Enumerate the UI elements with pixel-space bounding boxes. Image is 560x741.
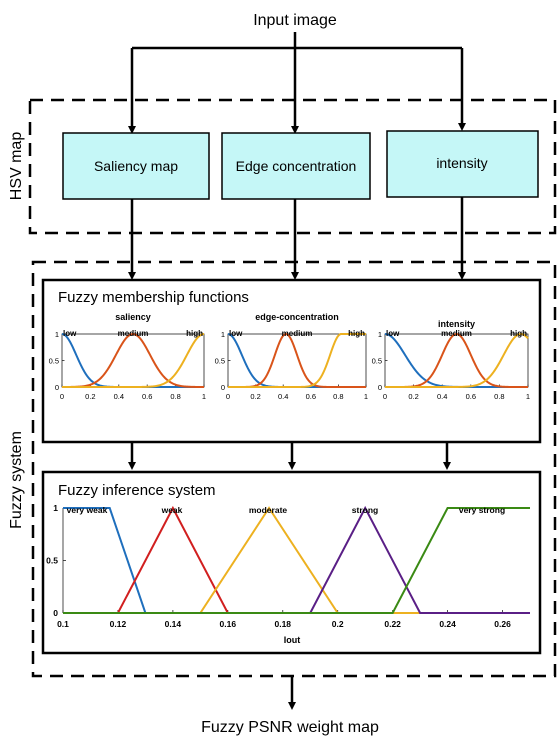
intensity-membership-chart: intensity 0 0.2 0.4 0.6 0.8 1 0 0.5 1 low medium hig…	[372, 319, 531, 401]
chart-3-x-tick-label: 0.16	[220, 619, 237, 629]
chart-3-y-tick-label: 0	[53, 608, 58, 618]
chart-3-x-tick-label: 0.22	[384, 619, 401, 629]
chart-1-x-tick-label: 1	[364, 392, 368, 401]
chart-3-series-very-weak-label: very weak	[67, 505, 108, 515]
chart-3-series-moderate-label: moderate	[249, 505, 288, 515]
chart-1-y-tick-label: 0	[221, 383, 225, 392]
chart-3-x-tick-label: 0.24	[439, 619, 456, 629]
hsv-map-label: HSV map	[8, 132, 25, 201]
chart-1-axes-box	[227, 333, 367, 388]
chart-3-x-tick-label: 0.12	[110, 619, 127, 629]
chart-0-series-high-label: high	[186, 329, 203, 338]
chart-1-x-tick-label: 0.2	[250, 392, 260, 401]
output-label: Fuzzy PSNR weight map	[201, 719, 379, 736]
chart-2-series-high-line	[385, 332, 529, 388]
chart-0-x-tick-label: 1	[202, 392, 206, 401]
input-image-label: Input image	[253, 12, 337, 29]
chart-3-x-tick-label: 0.1	[57, 619, 69, 629]
chart-1-y-tick-label: 1	[221, 330, 225, 339]
chart-0-axes-box	[61, 333, 205, 388]
saliency-map-box: Saliency map	[62, 132, 210, 200]
intensity-label: intensity	[436, 155, 487, 171]
input-connectors	[128, 32, 466, 134]
chart-3-y-tick-label: 0.5	[46, 556, 58, 566]
chart-0-x-tick-label: 0	[60, 392, 64, 401]
chart-2-title: intensity	[438, 319, 475, 329]
chart-0-series-medium-line	[62, 332, 204, 388]
chart-1-x-tick-label: 0.4	[278, 392, 288, 401]
fuzzy-system-group	[31, 260, 557, 678]
chart-1-series-high-line	[228, 333, 366, 388]
chart-3-series-strong-label: strong	[352, 505, 378, 515]
intensity-box: intensity	[386, 130, 539, 198]
chart-2-x-tick-label: 0.2	[408, 392, 418, 401]
chart-0-x-tick-label: 0.4	[114, 392, 124, 401]
chart-0-x-tick-label: 0.8	[170, 392, 180, 401]
chart-2-x-tick-label: 0.4	[437, 392, 447, 401]
chart-3-series-very-strong-line	[63, 507, 530, 614]
fuzzy-system-label: Fuzzy system	[8, 431, 25, 529]
chart-1-x-tick-label: 0	[226, 392, 230, 401]
chart-0-y-tick-label: 0.5	[49, 357, 59, 366]
edge-concentration-membership-chart: edge-concentration 0 0.2 0.4 0.6 0.8 1 0 0.5 1 low…	[215, 312, 369, 401]
membership-to-inference-arrows	[128, 442, 451, 470]
saliency-map-label: Saliency map	[94, 158, 178, 174]
chart-3-series-very-strong-label: very strong	[459, 505, 505, 515]
inference-system-title: Fuzzy inference system	[58, 482, 216, 499]
chart-2-x-tick-label: 0.6	[466, 392, 476, 401]
chart-3-x-tick-label: 0.26	[494, 619, 511, 629]
chart-3-y-tick-label: 1	[53, 503, 58, 513]
membership-functions-title: Fuzzy membership functions	[58, 289, 249, 306]
chart-0-series-low-label: low	[63, 329, 77, 338]
chart-2-y-tick-label: 1	[378, 330, 382, 339]
chart-2-series-medium-label: medium	[441, 329, 472, 338]
chart-3-x-tick-label: 0.14	[165, 619, 182, 629]
box-to-membership-arrows	[128, 197, 466, 280]
edge-concentration-label: Edge concentration	[236, 158, 357, 174]
chart-3-series-weak-label: weak	[161, 505, 183, 515]
chart-2-x-tick-label: 1	[526, 392, 530, 401]
chart-0-x-tick-label: 0.2	[85, 392, 95, 401]
inference-output-chart: 0.1 0.12 0.14 0.16 0.18 0.2 0.22 0.24 0.26 0 0.5 1 I…	[46, 503, 530, 645]
chart-1-series-low-label: low	[229, 329, 243, 338]
chart-1-title: edge-concentration	[255, 312, 339, 322]
chart-1-x-tick-label: 0.8	[333, 392, 343, 401]
inference-system-panel	[41, 470, 542, 655]
chart-2-x-tick-label: 0	[383, 392, 387, 401]
hsv-map-group	[28, 98, 557, 235]
chart-0-x-tick-label: 0.6	[142, 392, 152, 401]
chart-0-title: saliency	[115, 312, 151, 322]
chart-2-y-tick-label: 0	[378, 383, 382, 392]
chart-1-series-high-label: high	[348, 329, 365, 338]
saliency-membership-chart: saliency 0 0.2 0.4 0.6 0.8 1 0 0.5 1 low medium high	[49, 312, 207, 401]
chart-3-x-tick-label: 0.18	[274, 619, 291, 629]
chart-0-series-medium-label: medium	[118, 329, 149, 338]
chart-2-series-low-label: low	[386, 329, 400, 338]
edge-concentration-box: Edge concentration	[221, 132, 371, 200]
chart-1-y-tick-label: 0.5	[215, 357, 225, 366]
chart-3-x-tick-label: 0.2	[332, 619, 344, 629]
chart-2-axes-box	[384, 333, 529, 388]
chart-1-series-medium-label: medium	[282, 329, 313, 338]
chart-0-y-tick-label: 0	[55, 383, 59, 392]
chart-0-y-tick-label: 1	[55, 330, 59, 339]
chart-1-x-tick-label: 0.6	[306, 392, 316, 401]
chart-2-x-tick-label: 0.8	[494, 392, 504, 401]
chart-2-y-tick-label: 0.5	[372, 357, 382, 366]
chart-0-series-high-line	[62, 333, 205, 388]
chart-2-series-high-label: high	[510, 329, 527, 338]
chart-3-x-axis-label: Iout	[284, 635, 301, 645]
